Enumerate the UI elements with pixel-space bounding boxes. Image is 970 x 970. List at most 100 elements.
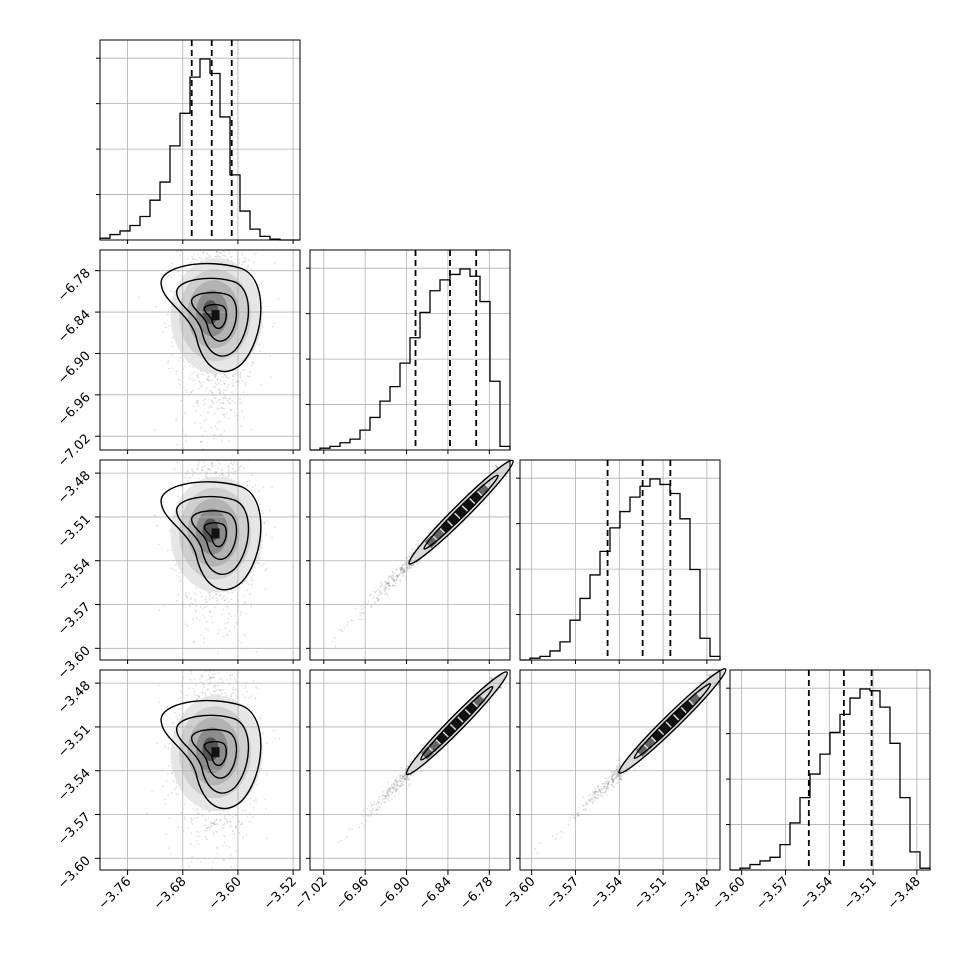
scatter-point [413, 565, 416, 568]
scatter-point [372, 596, 375, 599]
scatter-point [216, 852, 218, 855]
scatter-point [216, 823, 219, 825]
scatter-point [199, 414, 202, 417]
scatter-point [176, 793, 178, 796]
scatter-point [192, 257, 195, 260]
scatter-point [400, 573, 403, 575]
scatter-point [204, 473, 207, 475]
scatter-point [192, 405, 195, 408]
scatter-point [360, 608, 363, 611]
scatter-point [196, 468, 199, 471]
scatter-point [197, 404, 200, 407]
scatter-point [402, 564, 405, 566]
scatter-point [352, 619, 354, 622]
scatter-point [410, 567, 413, 569]
scatter-point [266, 520, 268, 522]
scatter-point [180, 399, 182, 402]
scatter-point [192, 640, 195, 643]
scatter-point [221, 440, 223, 443]
scatter-point [190, 390, 193, 393]
scatter-point [240, 402, 243, 404]
scatter-point [391, 578, 394, 580]
scatter-point [239, 587, 241, 589]
scatter-point [247, 703, 249, 706]
scatter-point [190, 817, 193, 820]
scatter-point [185, 473, 188, 475]
scatter-point [226, 258, 229, 260]
scatter-point [191, 856, 194, 858]
scatter-point [227, 469, 230, 472]
scatter-point [214, 386, 217, 388]
scatter-point [218, 407, 221, 410]
scatter-point [223, 430, 226, 432]
scatter-point [233, 401, 236, 404]
scatter-point [191, 474, 194, 476]
scatter-point [208, 390, 211, 392]
scatter-point [196, 253, 199, 256]
scatter-point [231, 382, 233, 384]
scatter-point [218, 602, 220, 604]
scatter-point [214, 425, 217, 427]
scatter-point [241, 821, 243, 824]
scatter-point [221, 407, 224, 409]
scatter-point [223, 383, 226, 385]
scatter-point [173, 569, 175, 571]
scatter-point [216, 421, 219, 424]
scatter-point [217, 652, 220, 654]
scatter-point [172, 291, 175, 293]
scatter-point [214, 376, 217, 379]
scatter-point [225, 694, 228, 697]
scatter-point [247, 259, 250, 261]
scatter-point [215, 593, 218, 595]
scatter-point [188, 365, 191, 367]
scatter-point [194, 609, 197, 612]
scatter-point [384, 585, 387, 587]
scatter-point [250, 579, 252, 581]
scatter-point [217, 255, 220, 258]
scatter-point [209, 681, 212, 683]
scatter-point [211, 866, 214, 869]
scatter-point [227, 384, 230, 386]
scatter-point [180, 264, 183, 267]
scatter-point [200, 440, 202, 443]
scatter-point [195, 694, 198, 697]
scatter-point [199, 370, 202, 373]
scatter-point [262, 512, 264, 515]
scatter-point [224, 815, 226, 818]
scatter-point [241, 823, 244, 825]
scatter-point [184, 411, 187, 414]
scatter-point [234, 588, 237, 591]
scatter-point [171, 367, 174, 370]
scatter-point [266, 837, 268, 840]
scatter-point [261, 282, 263, 284]
scatter-point [255, 798, 257, 801]
scatter-point [219, 256, 222, 259]
scatter-point [238, 261, 241, 264]
scatter-point [213, 832, 215, 835]
scatter-point [265, 568, 268, 570]
scatter-point [206, 829, 208, 832]
scatter-point [179, 690, 182, 693]
scatter-point [205, 620, 208, 623]
scatter-point [217, 684, 220, 687]
scatter-point [241, 582, 244, 585]
scatter-point [343, 626, 346, 629]
scatter-point [358, 618, 361, 621]
scatter-point [158, 608, 161, 611]
scatter-point [222, 414, 225, 416]
scatter-point [213, 396, 216, 399]
scatter-point [379, 581, 382, 584]
scatter-point [207, 257, 210, 259]
scatter-point [178, 360, 180, 362]
scatter-point [243, 467, 246, 469]
scatter-point [175, 370, 178, 373]
scatter-point [218, 463, 221, 465]
scatter-point [238, 832, 241, 834]
scatter-point [179, 254, 182, 257]
scatter-point [219, 595, 222, 598]
scatter-point [206, 468, 209, 471]
scatter-point [169, 290, 172, 292]
scatter-point [167, 313, 169, 316]
scatter-point [271, 325, 274, 328]
scatter-point [195, 587, 198, 590]
